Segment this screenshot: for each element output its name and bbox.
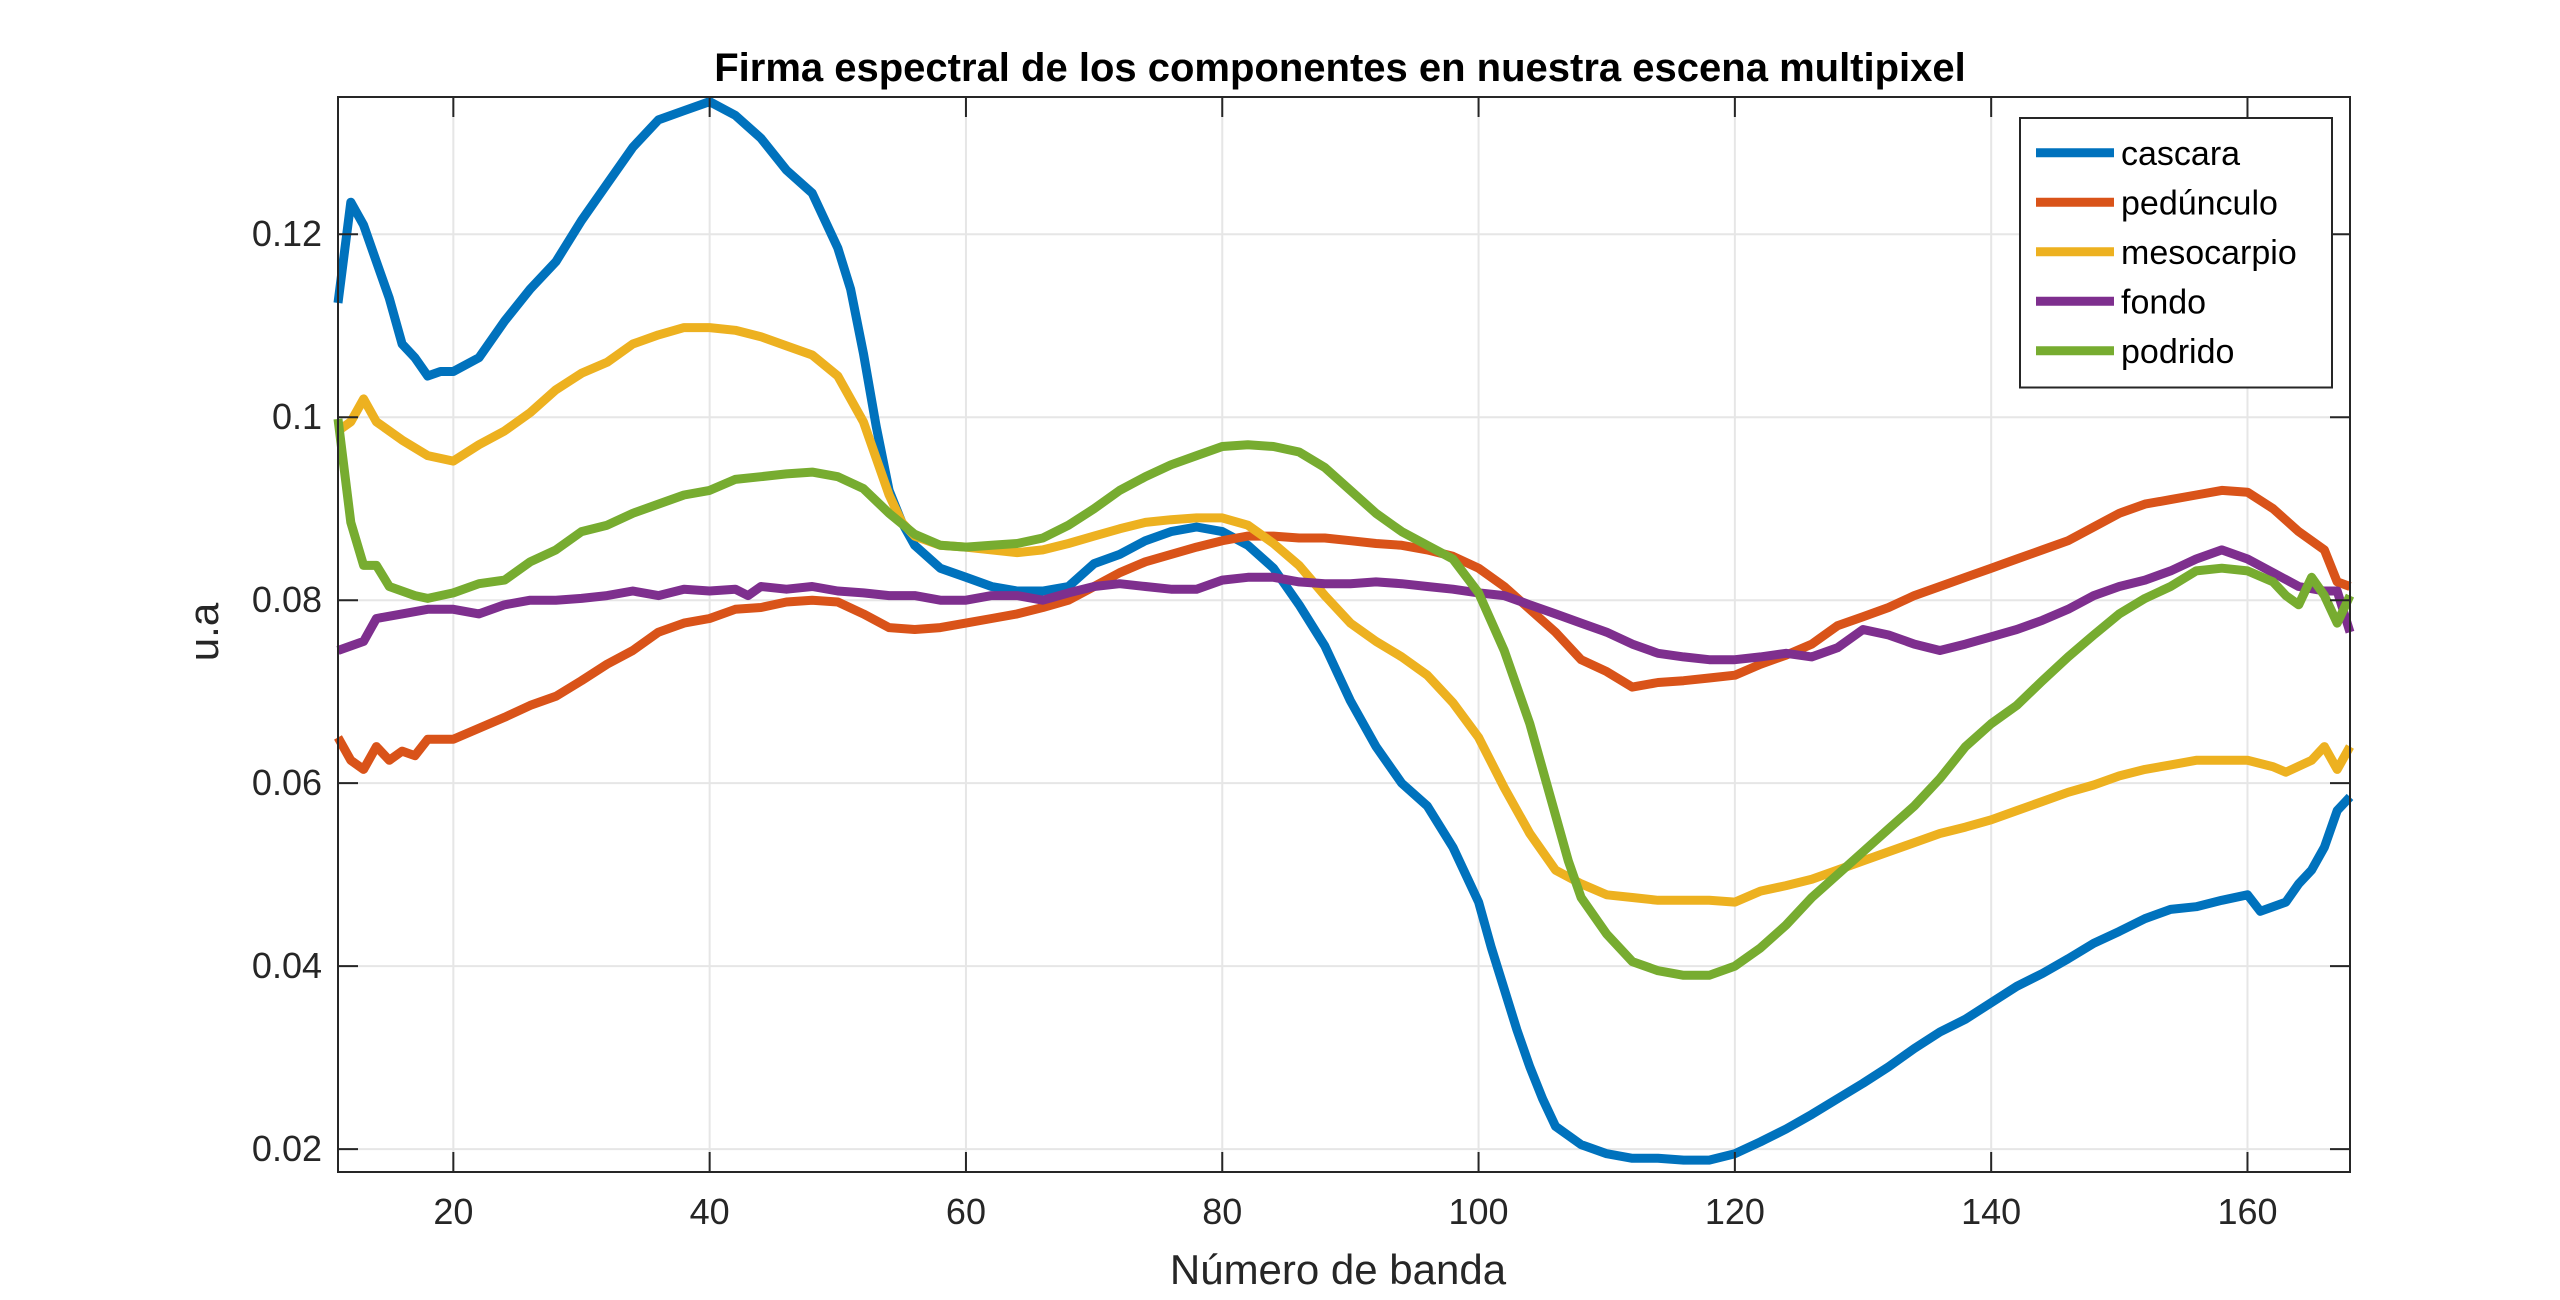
chart-title: Firma espectral de los componentes en nu…	[714, 46, 1966, 90]
series-line-pedúnculo	[334, 485, 2352, 774]
x-tick-label: 160	[2217, 1191, 2277, 1232]
x-tick-label: 100	[1449, 1191, 1509, 1232]
y-tick-label: 0.12	[252, 213, 322, 254]
y-tick-label: 0.04	[252, 945, 322, 986]
y-axis-label: u.a	[180, 602, 227, 661]
series-line-fondo	[336, 545, 2355, 665]
legend-label: fondo	[2121, 283, 2206, 321]
series-line-podrido	[333, 418, 2355, 980]
x-tick-label: 120	[1705, 1191, 1765, 1232]
grid	[338, 97, 2350, 1172]
legend-label: mesocarpio	[2121, 234, 2297, 272]
legend-label: cascara	[2121, 135, 2240, 173]
y-tick-label: 0.06	[252, 762, 322, 803]
legend-label: podrido	[2121, 333, 2234, 371]
x-tick-label: 20	[433, 1191, 473, 1232]
series-line-cascara	[333, 97, 2354, 1165]
x-tick-label: 40	[690, 1191, 730, 1232]
x-axis-label: Número de banda	[1170, 1246, 1507, 1293]
series-group	[333, 97, 2355, 1165]
x-tick-label: 140	[1961, 1191, 2021, 1232]
plot-area-frame	[337, 96, 2351, 1173]
legend: cascara pedúnculo mesocarpio fondo podrido	[2019, 117, 2333, 389]
axis-ticks: 20 40 60 80 100 120 140 160 0.02 0.04 0.06 0.08 0.1 0…	[252, 97, 2350, 1232]
y-tick-label: 0.08	[252, 579, 322, 620]
legend-label: pedúnculo	[2121, 184, 2278, 222]
x-tick-label: 60	[946, 1191, 986, 1232]
series-line-mesocarpio	[335, 323, 2354, 907]
y-tick-label: 0.02	[252, 1128, 322, 1169]
x-tick-label: 80	[1202, 1191, 1242, 1232]
y-tick-label: 0.1	[272, 396, 322, 437]
